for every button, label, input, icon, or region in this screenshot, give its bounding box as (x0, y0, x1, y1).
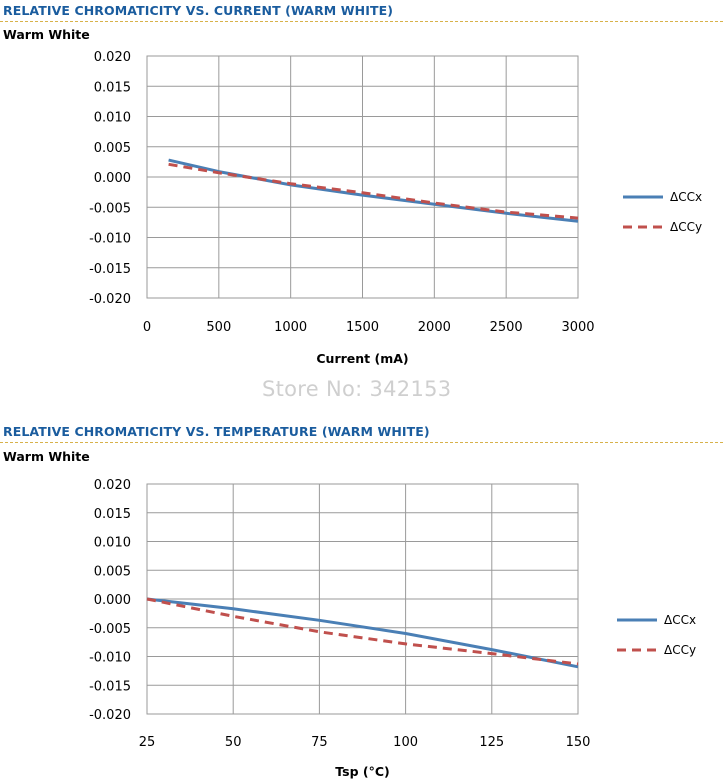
x-tick-label: 2500 (490, 320, 523, 335)
y-tick-label: -0.015 (89, 262, 131, 277)
chart2-subtitle: Warm White (3, 449, 90, 464)
x-tick-label: 1000 (274, 320, 307, 335)
y-tick-label: 0.010 (94, 111, 131, 126)
y-tick-label: 0.010 (94, 536, 131, 551)
chart1-title-rule (0, 21, 723, 22)
series-line-ccy (146, 597, 579, 666)
series-line-ccy (168, 162, 579, 220)
y-tick-label: 0.005 (94, 564, 131, 579)
x-tick-label: 100 (393, 735, 418, 750)
chart1-plot: 0.020 0.015 0.010 0.005 0.000 -0.005 -0.010 -0.… (89, 50, 702, 366)
x-tick-label: 0 (143, 320, 151, 335)
y-tick-label: 0.000 (94, 593, 131, 608)
legend-label-ccx: ΔCCx (664, 613, 696, 627)
y-tick-label: 0.015 (94, 80, 131, 95)
chart2-title: RELATIVE CHROMATICITY VS. TEMPERATURE (W… (3, 424, 430, 439)
y-tick-label: 0.020 (94, 478, 131, 493)
legend-label-ccx: ΔCCx (670, 190, 702, 204)
x-tick-label: 125 (479, 735, 504, 750)
y-tick-label: -0.020 (89, 292, 131, 307)
x-tick-label: 50 (225, 735, 242, 750)
y-tick-label: 0.005 (94, 141, 131, 156)
y-tick-label: 0.015 (94, 507, 131, 522)
y-tick-label: 0.020 (94, 50, 131, 65)
y-tick-label: 0.000 (94, 171, 131, 186)
x-axis-title: Current (mA) (316, 351, 408, 366)
x-tick-label: 500 (206, 320, 231, 335)
x-tick-label: 1500 (346, 320, 379, 335)
x-tick-label: 3000 (561, 320, 594, 335)
chart2-plot: 0.020 0.015 0.010 0.005 0.000 -0.005 -0.010 -0.… (89, 478, 696, 779)
y-tick-label: -0.015 (89, 679, 131, 694)
x-axis-title: Tsp (°C) (335, 764, 389, 779)
y-tick-label: -0.010 (89, 232, 131, 247)
x-tick-label: 2000 (418, 320, 451, 335)
series-line-ccx (146, 597, 579, 669)
x-tick-label: 150 (566, 735, 591, 750)
y-tick-label: -0.005 (89, 622, 131, 637)
x-tick-label: 75 (311, 735, 328, 750)
y-tick-label: -0.005 (89, 201, 131, 216)
chart1-subtitle: Warm White (3, 27, 90, 42)
store-watermark: Store No: 342153 (262, 377, 452, 401)
legend-label-ccy: ΔCCy (664, 643, 696, 657)
x-tick-label: 25 (139, 735, 156, 750)
legend-label-ccy: ΔCCy (670, 220, 702, 234)
y-tick-label: -0.010 (89, 651, 131, 666)
chart2-title-rule (0, 442, 723, 443)
chart1-title: RELATIVE CHROMATICITY VS. CURRENT (WARM … (3, 3, 394, 18)
y-tick-label: -0.020 (89, 708, 131, 723)
